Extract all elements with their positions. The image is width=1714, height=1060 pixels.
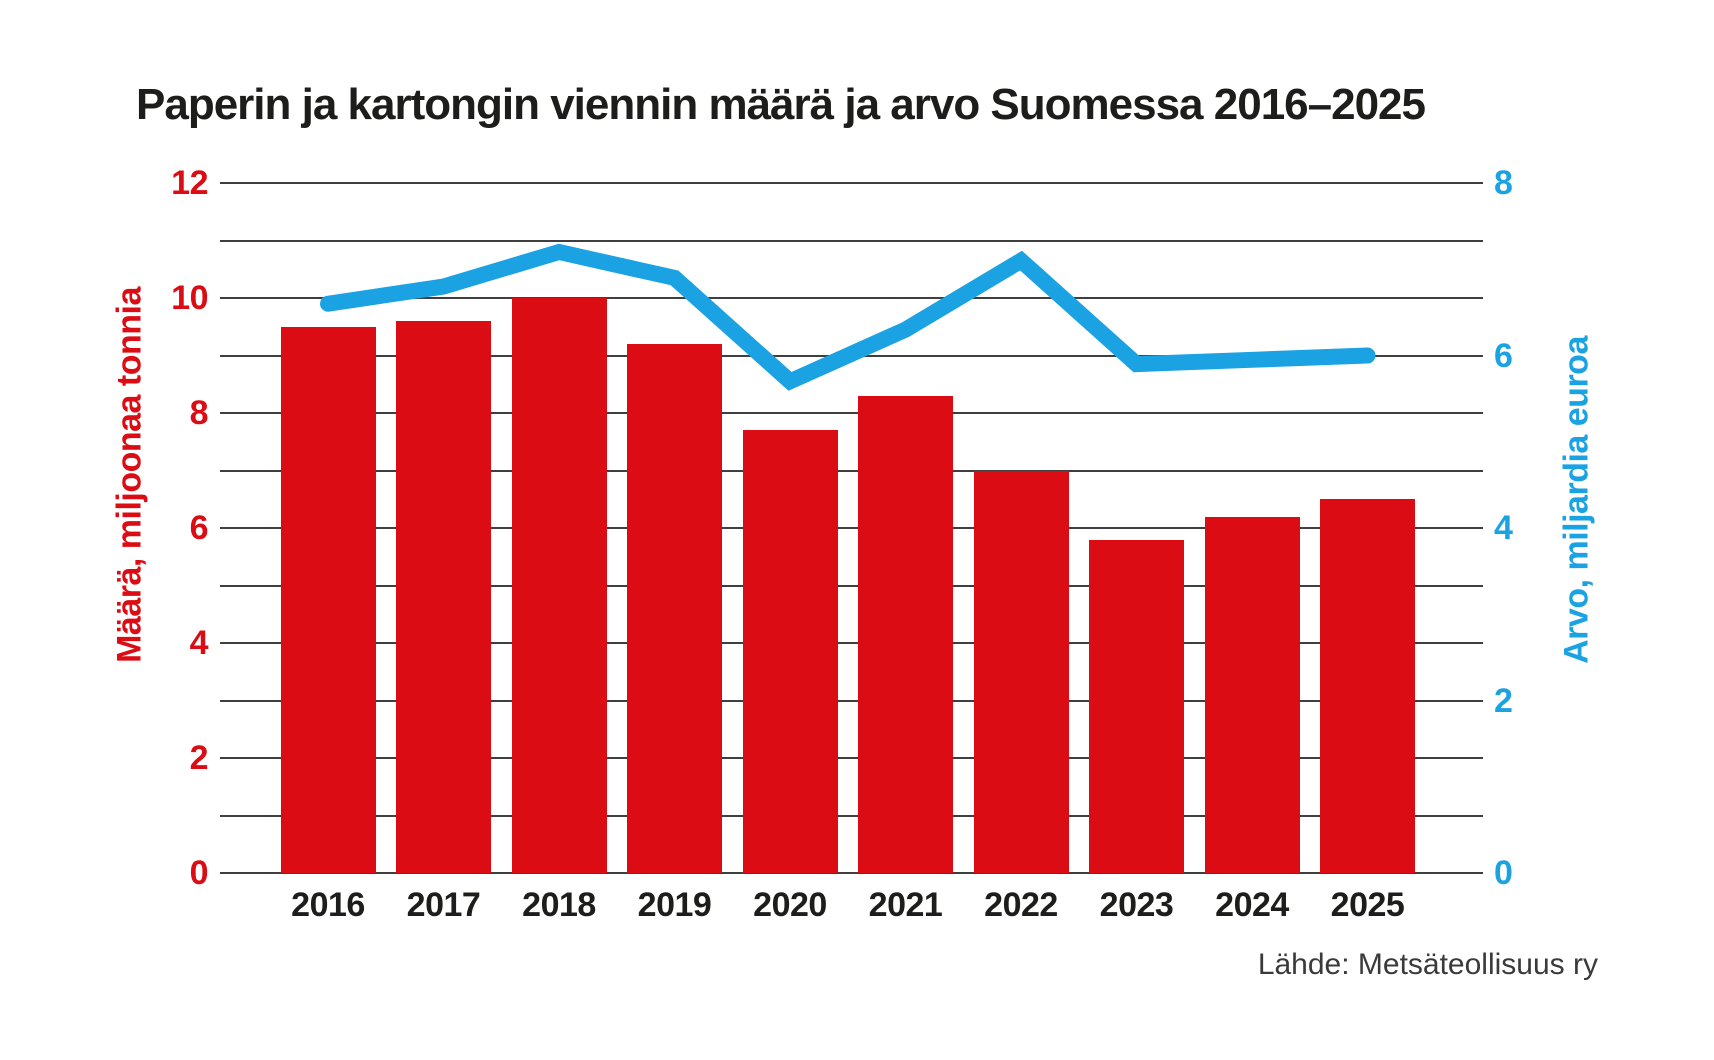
bar-2016 — [280, 326, 376, 873]
bar-2021 — [858, 395, 953, 873]
gridline-11 — [220, 239, 1483, 242]
source-note: Lähde: Metsäteollisuus ry — [1257, 948, 1598, 981]
right-axis-tick-2: 2 — [1494, 681, 1513, 720]
bar-2025 — [1320, 499, 1415, 873]
x-tick-2021: 2021 — [868, 886, 943, 924]
x-tick-2018: 2018 — [522, 886, 596, 924]
value-line-layer — [320, 243, 1376, 391]
gridline-6 — [220, 527, 1483, 529]
bar-2019 — [627, 344, 722, 873]
bar-2018 — [511, 298, 607, 873]
bar-2020 — [742, 430, 838, 873]
bar-2022 — [973, 470, 1069, 873]
gridline-4 — [220, 642, 1483, 644]
x-tick-2025: 2025 — [1330, 886, 1405, 924]
left-axis-tick-0: 0 — [189, 854, 209, 892]
right-axis-tick-4: 4 — [1494, 509, 1513, 547]
plot-area — [220, 182, 1483, 874]
right-axis-tick-6: 6 — [1494, 336, 1513, 375]
left-axis-title: Määrä, miljoonaa tonnia — [110, 287, 149, 663]
x-tick-2016: 2016 — [291, 886, 365, 924]
gridline-1 — [220, 814, 1483, 817]
x-tick-2023: 2023 — [1099, 886, 1174, 924]
bar-2023 — [1089, 539, 1184, 873]
gridline-10 — [220, 297, 1483, 299]
x-tick-2024: 2024 — [1215, 886, 1289, 924]
right-axis-tick-8: 8 — [1494, 164, 1513, 202]
x-tick-2020: 2020 — [753, 886, 827, 924]
bar-2024 — [1204, 516, 1300, 873]
gridline-5 — [220, 584, 1483, 587]
chart-title: Paperin ja kartongin viennin määrä ja ar… — [136, 80, 1426, 129]
gridline-2 — [220, 757, 1483, 759]
left-axis-tick-12: 12 — [171, 164, 208, 202]
left-axis-tick-8: 8 — [189, 394, 209, 432]
gridline-8 — [220, 412, 1483, 414]
x-tick-2022: 2022 — [984, 886, 1058, 924]
x-tick-2019: 2019 — [637, 886, 712, 924]
left-axis-tick-10: 10 — [171, 279, 208, 317]
left-axis-tick-2: 2 — [189, 739, 209, 777]
right-axis-tick-0: 0 — [1494, 854, 1513, 892]
bar-2017 — [396, 321, 491, 873]
value-line — [320, 243, 1376, 391]
left-axis-tick-6: 6 — [189, 509, 209, 547]
left-axis-tick-4: 4 — [189, 624, 209, 662]
gridline-0 — [220, 872, 1483, 874]
gridline-12 — [220, 182, 1483, 184]
x-tick-2017: 2017 — [406, 886, 481, 924]
right-axis-title: Arvo, miljardia euroa — [1557, 336, 1596, 664]
gridline-3 — [220, 699, 1483, 702]
gridline-7 — [220, 469, 1483, 472]
